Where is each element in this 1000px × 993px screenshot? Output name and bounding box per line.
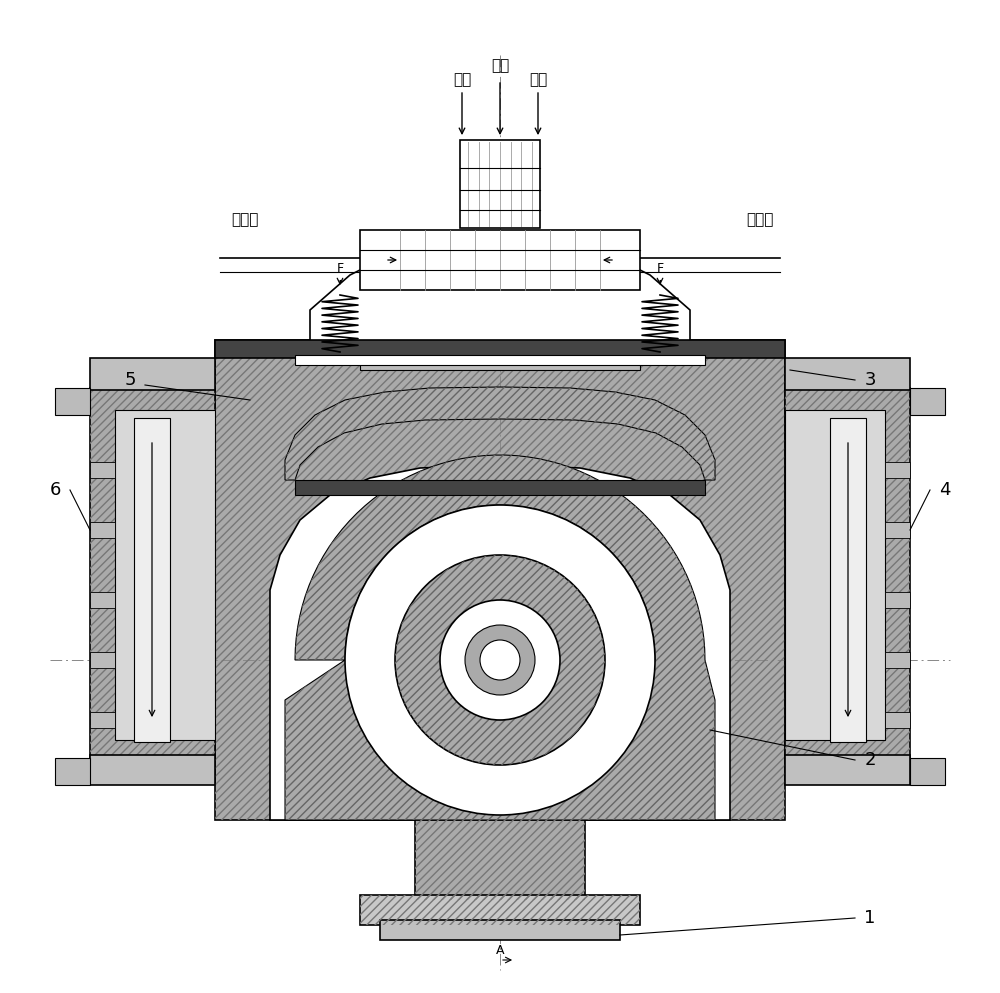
Circle shape (395, 555, 605, 765)
Polygon shape (785, 410, 885, 740)
Polygon shape (785, 388, 910, 758)
Polygon shape (90, 592, 115, 608)
Polygon shape (90, 388, 215, 758)
Polygon shape (215, 340, 785, 358)
Circle shape (440, 600, 560, 720)
Text: 6: 6 (49, 481, 61, 499)
Text: 氧气: 氧气 (491, 58, 509, 73)
Polygon shape (90, 712, 115, 728)
Polygon shape (55, 388, 90, 415)
Polygon shape (90, 652, 115, 668)
Polygon shape (115, 410, 215, 740)
Text: 4: 4 (939, 481, 951, 499)
Polygon shape (885, 462, 910, 478)
Polygon shape (360, 355, 640, 370)
Polygon shape (90, 462, 115, 478)
Polygon shape (90, 522, 115, 538)
Polygon shape (295, 355, 705, 365)
Text: 5: 5 (124, 371, 136, 389)
Polygon shape (90, 755, 215, 785)
Text: 燃气: 燃气 (529, 72, 547, 87)
Polygon shape (460, 140, 540, 228)
Circle shape (345, 505, 655, 815)
Text: 冷却水: 冷却水 (746, 213, 774, 227)
Circle shape (480, 640, 520, 680)
Polygon shape (885, 592, 910, 608)
Polygon shape (90, 358, 215, 390)
Polygon shape (885, 652, 910, 668)
Polygon shape (285, 455, 715, 820)
Polygon shape (134, 418, 170, 742)
Text: 冷却水: 冷却水 (231, 213, 259, 227)
Polygon shape (830, 418, 866, 742)
Text: A: A (496, 943, 504, 956)
Text: 燃气: 燃气 (453, 72, 471, 87)
Text: 2: 2 (864, 751, 876, 769)
Text: F: F (336, 261, 344, 274)
Polygon shape (270, 465, 730, 820)
Text: F: F (656, 261, 664, 274)
Polygon shape (415, 820, 585, 900)
Text: 3: 3 (864, 371, 876, 389)
Polygon shape (215, 340, 785, 820)
Polygon shape (910, 758, 945, 785)
Polygon shape (885, 712, 910, 728)
Polygon shape (360, 230, 640, 290)
Polygon shape (785, 755, 910, 785)
Polygon shape (360, 895, 640, 925)
Polygon shape (55, 758, 90, 785)
Polygon shape (380, 920, 620, 940)
Polygon shape (910, 388, 945, 415)
Circle shape (465, 625, 535, 695)
Polygon shape (785, 358, 910, 390)
Polygon shape (310, 238, 690, 355)
Polygon shape (885, 522, 910, 538)
Polygon shape (285, 387, 715, 480)
Text: 1: 1 (864, 909, 876, 927)
Polygon shape (295, 480, 705, 495)
